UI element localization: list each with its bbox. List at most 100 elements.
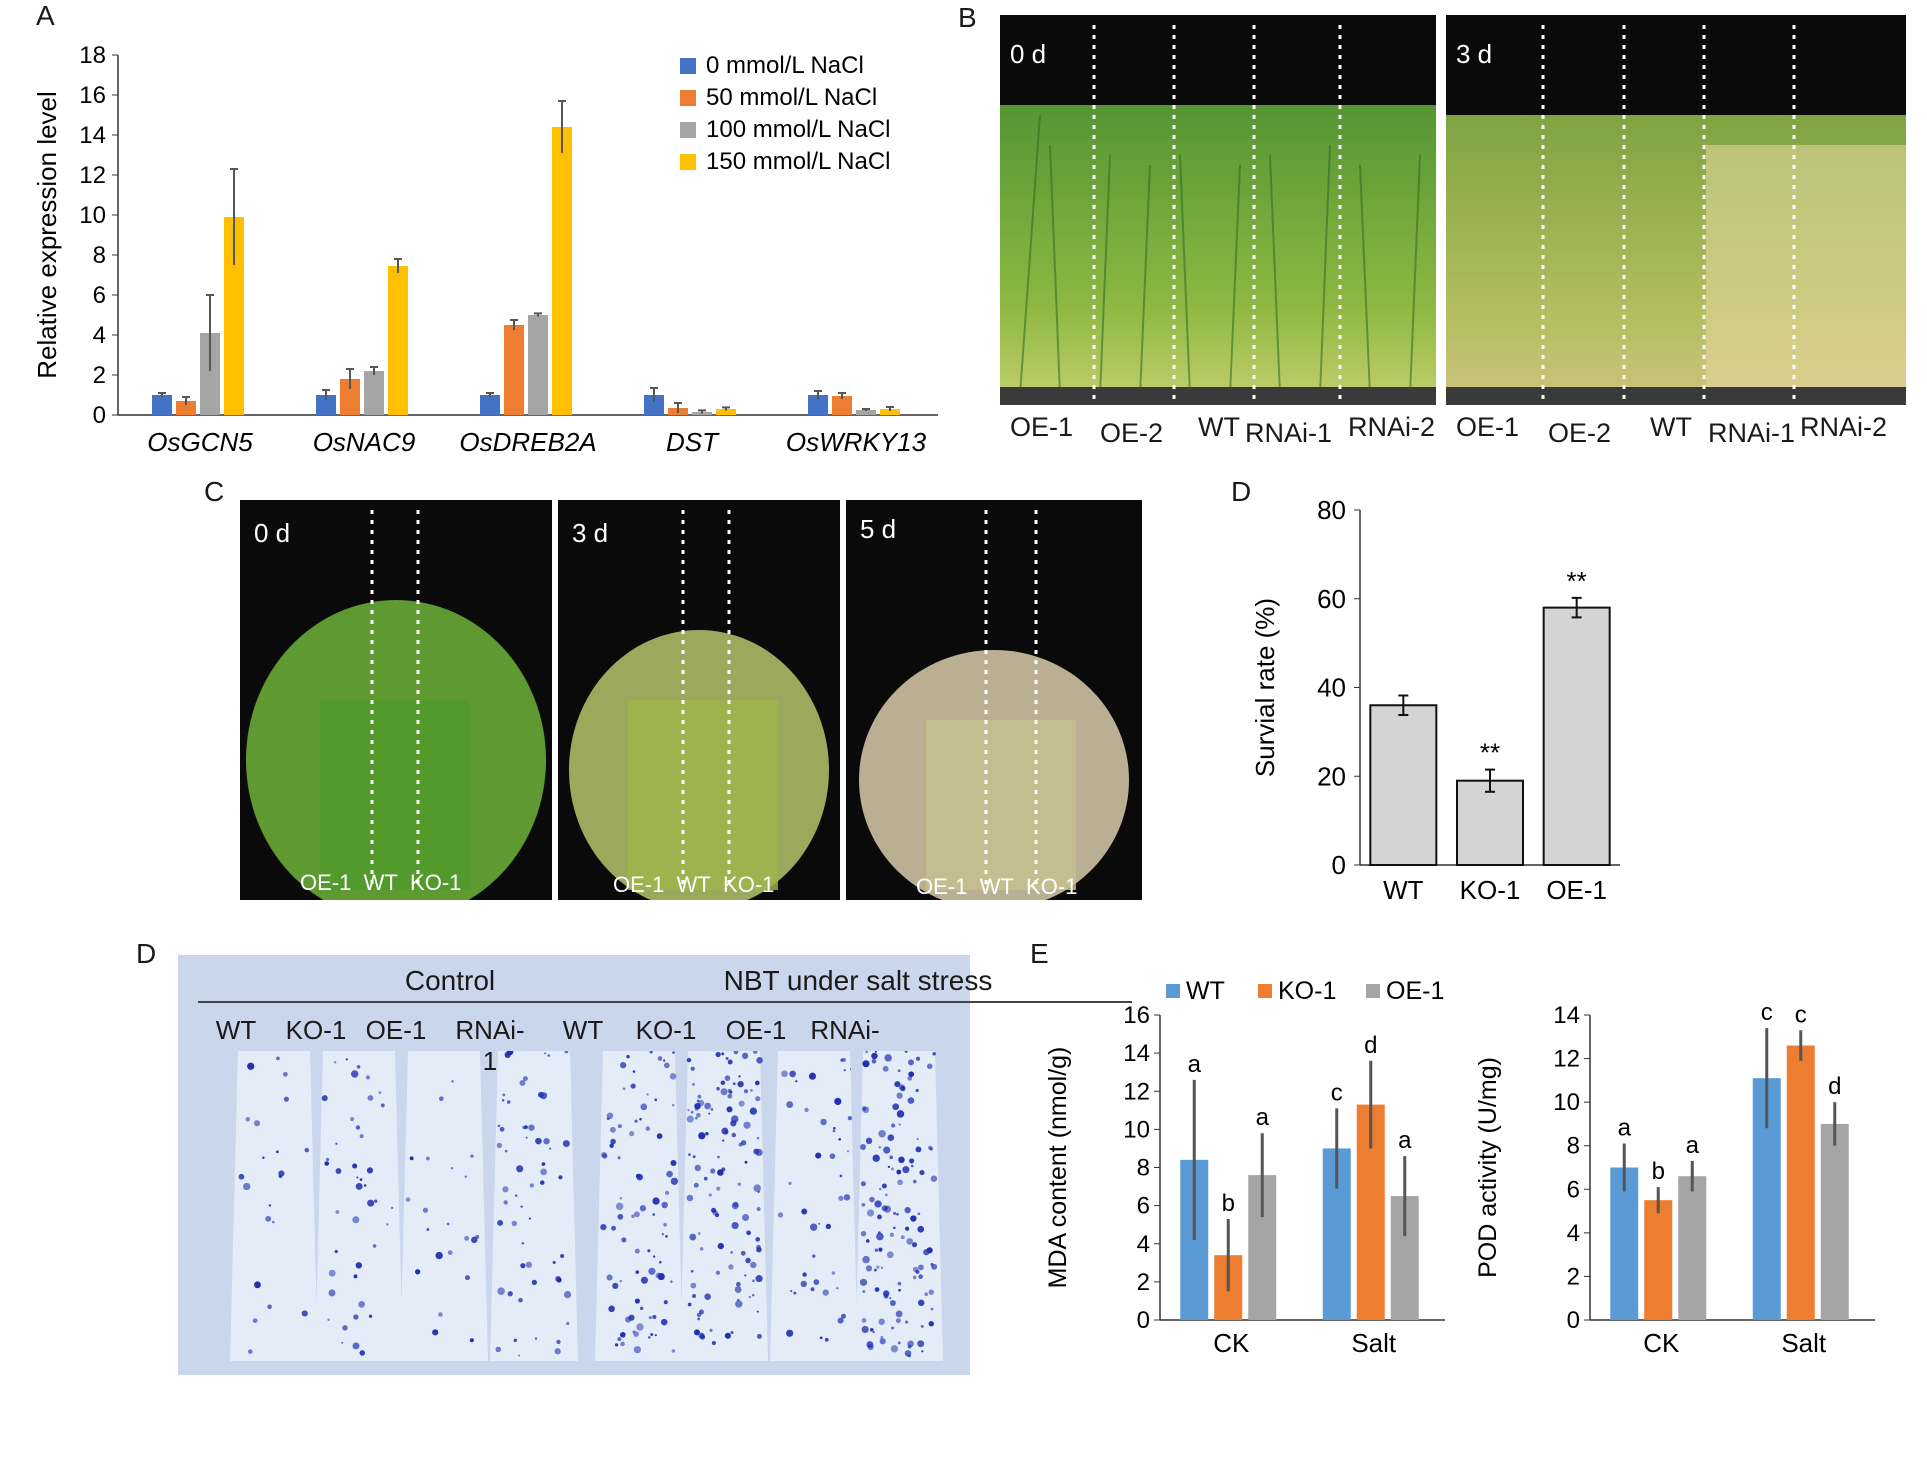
nbt-stain-spot	[661, 1201, 668, 1209]
a-category-label: OsGCN5	[147, 427, 253, 457]
nbt-stain-spot	[697, 1317, 701, 1321]
nbt-stain-spot	[818, 1222, 821, 1225]
nbt-stain-spot	[503, 1200, 508, 1205]
nbt-stain-spot	[920, 1324, 924, 1328]
nbt-stain-spot	[859, 1278, 868, 1286]
nbt-stain-spot	[670, 1280, 673, 1283]
e1-category-label: Salt	[1351, 1328, 1397, 1358]
nbt-stain-spot	[359, 1134, 364, 1139]
nbt-stain-spot	[617, 1156, 621, 1160]
nbt-stain-spot	[470, 1154, 474, 1158]
photo-c-day0: 0 d OE-1 WT KO-1	[240, 500, 552, 900]
nbt-stain-spot	[897, 1069, 901, 1073]
nbt-stain-spot	[915, 1056, 921, 1061]
nbt-stain-spot	[698, 1132, 706, 1140]
nbt-stain-spot	[709, 1328, 713, 1332]
nbt-stain-spot	[633, 1331, 639, 1337]
nbt-stain-spot	[846, 1150, 850, 1153]
nbt-leaf	[595, 1051, 683, 1361]
nbt-stain-spot	[874, 1248, 879, 1252]
nbt-stain-spot	[890, 1345, 899, 1353]
nbt-stain-spot	[880, 1336, 884, 1339]
nbt-stain-spot	[727, 1093, 733, 1099]
nbt-stain-spot	[731, 1132, 737, 1138]
d-significance: **	[1480, 738, 1500, 768]
nbt-stain-spot	[267, 1304, 272, 1309]
nbt-stain-spot	[716, 1186, 721, 1191]
nbt-stain-spot	[639, 1205, 647, 1212]
nbt-stain-spot	[887, 1165, 891, 1169]
nbt-stain-spot	[877, 1231, 881, 1235]
nbt-stain-spot	[606, 1274, 613, 1281]
d-category-label: KO-1	[1460, 875, 1521, 905]
nbt-stain-spot	[447, 1250, 453, 1255]
e1-ytick-label: 8	[1137, 1155, 1150, 1182]
nbt-stain-spot	[253, 1120, 261, 1127]
nbt-stain-spot	[620, 1341, 625, 1347]
a-bar	[832, 396, 852, 415]
panel-label-e: E	[1030, 938, 1049, 969]
nbt-leaf	[400, 1051, 488, 1361]
nbt-stain-spot	[506, 1100, 511, 1104]
nbt-stain-spot	[415, 1269, 421, 1275]
nbt-stain-spot	[549, 1147, 552, 1150]
nbt-stain-spot	[663, 1062, 670, 1069]
photo-b-genotype-label: OE-2	[1100, 418, 1164, 448]
nbt-stain-spot	[648, 1267, 656, 1275]
nbt-stain-spot	[656, 1133, 663, 1139]
nbt-stain-spot	[271, 1220, 275, 1224]
nbt-stain-spot	[755, 1275, 763, 1283]
e2-letter: c	[1761, 999, 1773, 1026]
nbt-stain-spot	[862, 1060, 870, 1068]
nbt-stain-spot	[672, 1051, 675, 1054]
nbt-stain-spot	[932, 1052, 936, 1056]
nbt-stain-spot	[646, 1093, 649, 1096]
nbt-stain-spot	[710, 1108, 714, 1111]
nbt-stain-spot	[732, 1082, 736, 1086]
e2-bar	[1678, 1176, 1707, 1320]
nbt-stain-spot	[687, 1109, 690, 1112]
nbt-stain-spot	[790, 1289, 793, 1293]
nbt-stain-spot	[907, 1076, 913, 1081]
nbt-stain-spot	[928, 1289, 934, 1295]
nbt-stain-spot	[692, 1155, 696, 1159]
nbt-stain-spot	[631, 1214, 635, 1218]
photo-c-day0-oe1: OE-1	[300, 870, 352, 895]
nbt-stain-spot	[254, 1281, 261, 1289]
a-legend-label: 0 mmol/L NaCl	[706, 52, 864, 79]
nbt-stain-spot	[665, 1190, 670, 1195]
nbt-stain-spot	[619, 1062, 627, 1069]
nbt-stain-spot	[724, 1075, 731, 1081]
nbt-stain-spot	[809, 1223, 818, 1231]
nbt-stain-spot	[540, 1180, 545, 1185]
nbt-stain-spot	[650, 1332, 654, 1336]
nbt-stain-spot	[501, 1098, 505, 1102]
photo-b-genotype-label: OE-1	[1010, 412, 1074, 442]
nbt-stain-spot	[522, 1125, 526, 1130]
nbt-stain-spot	[600, 1223, 607, 1231]
photo-b-right: 3 d	[1446, 15, 1906, 405]
nbt-stain-spot	[737, 1182, 742, 1186]
e1-letter: d	[1364, 1032, 1377, 1059]
nbt-stain-spot	[900, 1235, 905, 1240]
nbt-stain-spot	[861, 1325, 869, 1334]
nbt-stain-spot	[756, 1244, 761, 1250]
nbt-column-label: OE-1	[365, 1015, 427, 1045]
nbt-stain-spot	[619, 1279, 623, 1283]
nbt-stain-spot	[882, 1290, 890, 1297]
nbt-stain-spot	[355, 1125, 361, 1130]
nbt-stain-spot	[359, 1178, 363, 1181]
nbt-stain-spot	[923, 1248, 930, 1256]
nbt-stain-spot	[909, 1158, 915, 1164]
nbt-stain-spot	[626, 1054, 630, 1059]
nbt-stain-spot	[870, 1327, 874, 1332]
nbt-stain-spot	[733, 1201, 739, 1208]
nbt-stain-spot	[600, 1151, 607, 1158]
nbt-stain-spot	[872, 1330, 875, 1334]
nbt-stain-spot	[756, 1310, 759, 1313]
nbt-stain-spot	[824, 1337, 829, 1342]
nbt-stain-spot	[893, 1211, 897, 1215]
nbt-stain-spot	[874, 1268, 877, 1272]
nbt-stain-spot	[352, 1216, 360, 1224]
nbt-stain-spot	[699, 1247, 704, 1251]
